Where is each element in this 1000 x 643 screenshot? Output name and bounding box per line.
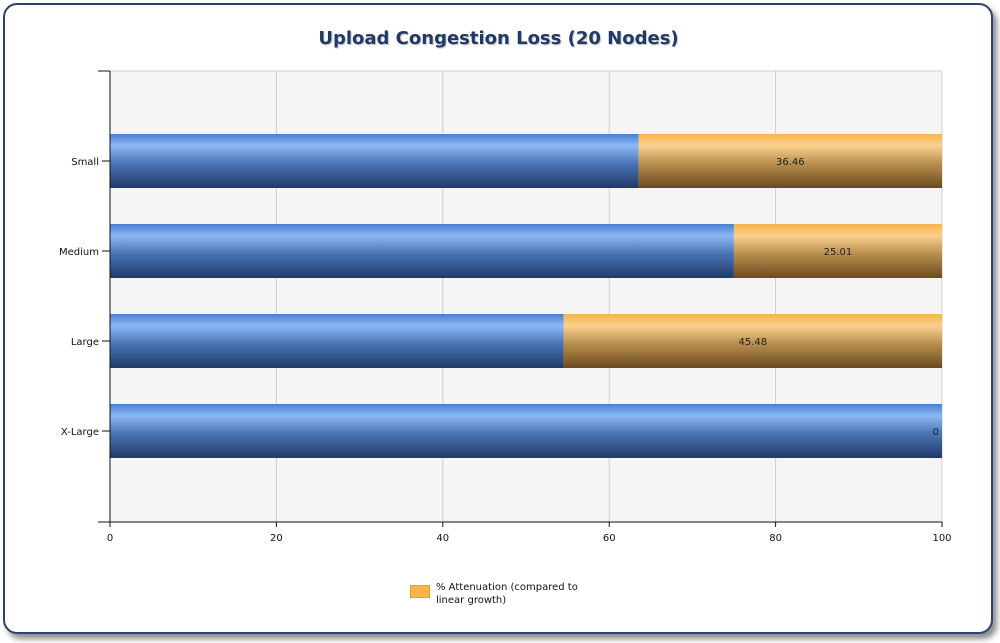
data-label-large: 45.48 <box>738 337 767 348</box>
labels: 0 20 40 60 80 100 36.46 Small 25.01 Medium 45.48 La… <box>59 157 952 544</box>
legend: % Attenuation (compared to linear growth… <box>410 581 596 607</box>
bar-base-small <box>110 134 639 188</box>
category-label-medium: Medium <box>59 247 99 258</box>
category-label-x-large: X-Large <box>61 427 99 438</box>
bar-base-medium <box>110 224 734 278</box>
data-label-x-large: 0 <box>933 427 939 438</box>
x-tick-label: 40 <box>436 533 449 544</box>
bar-base-large <box>110 314 564 368</box>
bar-base-x-large <box>110 404 942 458</box>
data-label-medium: 25.01 <box>824 247 853 258</box>
chart-title: Upload Congestion Loss (20 Nodes) <box>318 28 679 49</box>
x-tick-label: 100 <box>932 533 951 544</box>
x-tick-label: 80 <box>769 533 782 544</box>
x-tick-label: 60 <box>603 533 616 544</box>
legend-swatch-attenuation <box>410 585 430 598</box>
legend-label-attenuation: % Attenuation (compared to linear growth… <box>436 582 578 606</box>
bars <box>110 134 942 458</box>
x-tick-label: 0 <box>107 533 113 544</box>
axes <box>98 70 943 527</box>
category-label-small: Small <box>71 157 99 168</box>
bar-attenuation-medium <box>733 224 942 278</box>
data-label-small: 36.46 <box>776 157 805 168</box>
category-label-large: Large <box>71 337 99 348</box>
x-tick-label: 20 <box>270 533 283 544</box>
bar-attenuation-large <box>563 314 942 368</box>
bar-attenuation-small <box>638 134 942 188</box>
